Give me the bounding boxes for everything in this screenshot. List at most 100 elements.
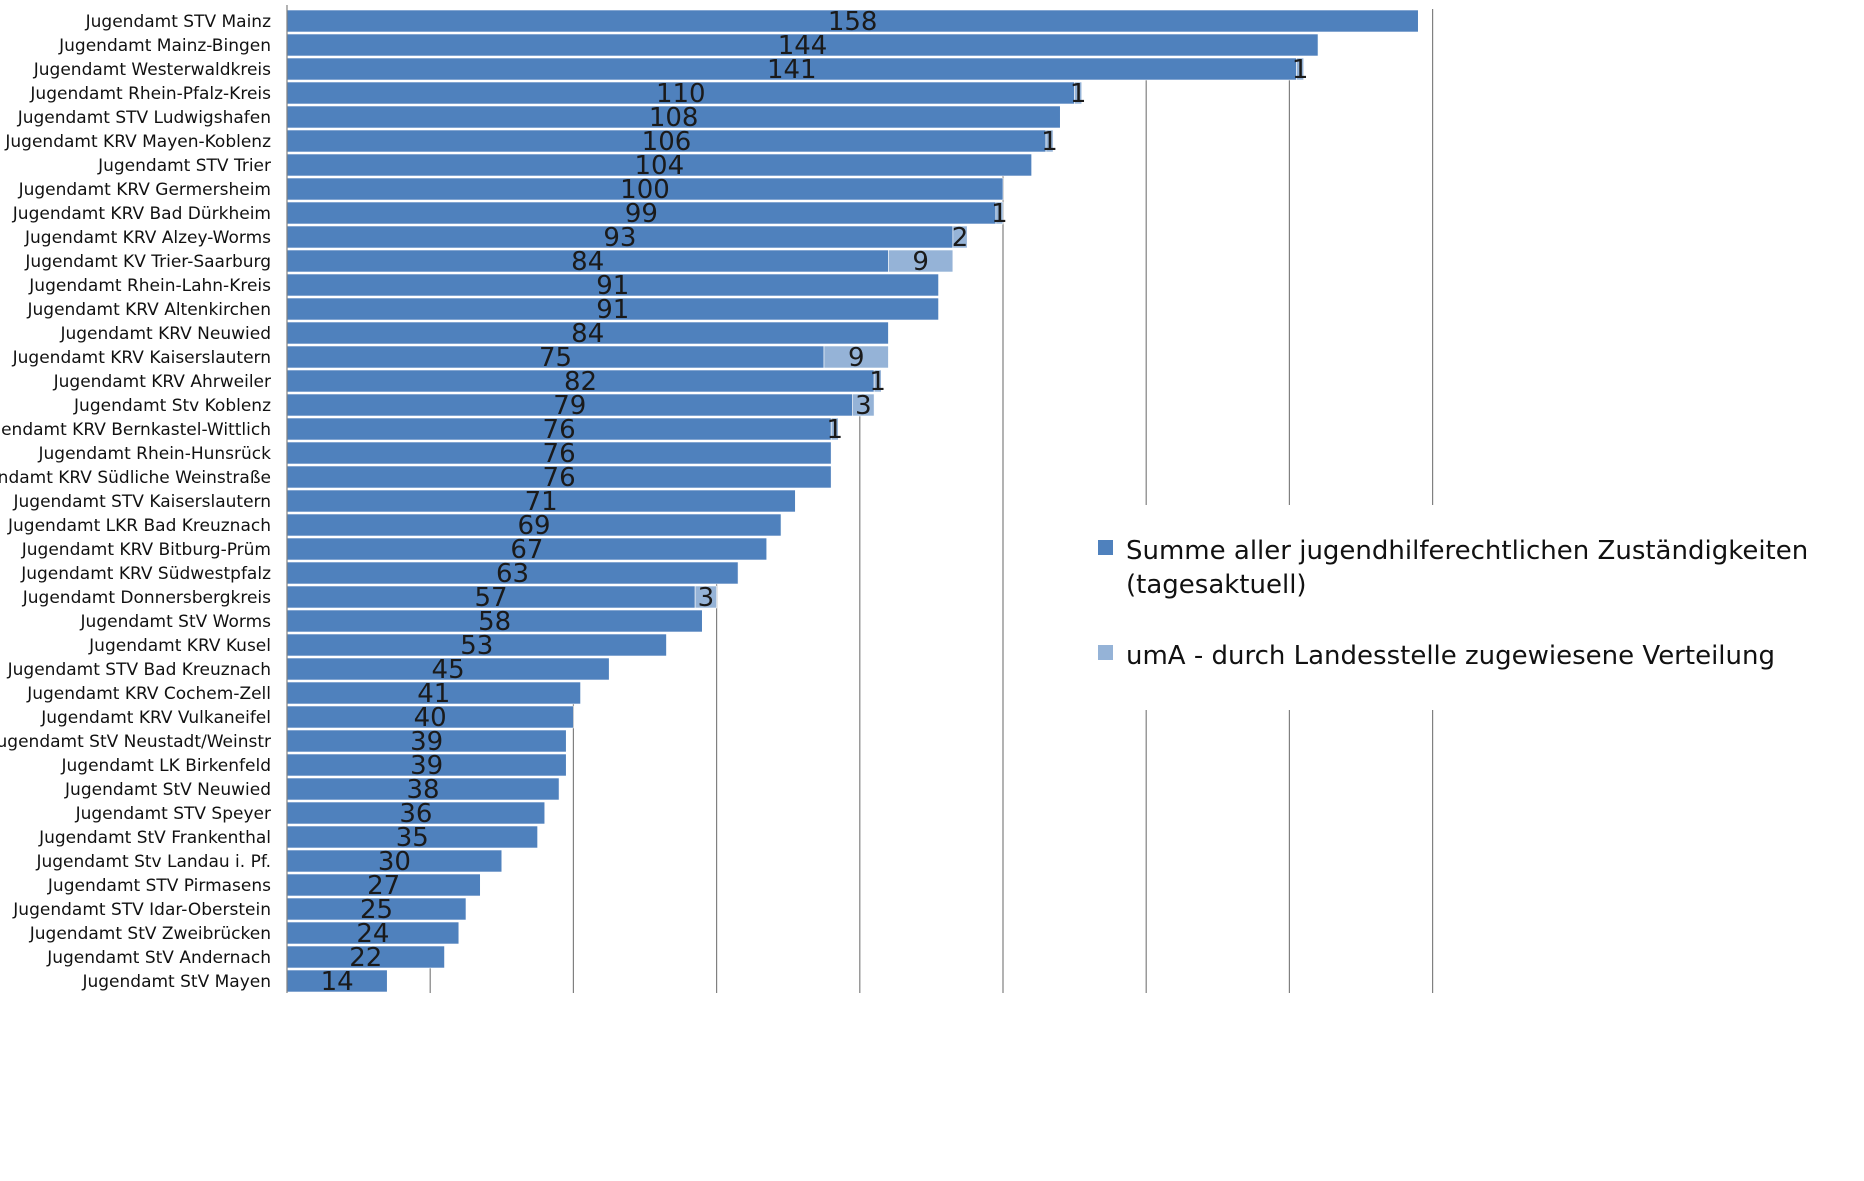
category-label: Jugendamt KRV Altenkirchen xyxy=(26,300,271,320)
data-label-summe: 22 xyxy=(349,943,382,973)
data-label-summe: 38 xyxy=(406,775,439,805)
data-label-summe: 106 xyxy=(642,127,692,157)
data-label-summe: 67 xyxy=(510,535,543,565)
data-label-summe: 57 xyxy=(475,583,508,613)
category-label: Jugendamt Donnersbergkreis xyxy=(22,588,271,608)
data-label-summe: 144 xyxy=(778,31,828,61)
category-label: Jugendamt StV Mayen xyxy=(81,972,271,992)
data-label-summe: 91 xyxy=(596,295,629,325)
category-label: Jugendamt KRV Bad Dürkheim xyxy=(12,204,271,224)
bar-uma xyxy=(1074,81,1083,105)
data-label-summe: 91 xyxy=(596,271,629,301)
category-label: Jugendamt STV Idar-Oberstein xyxy=(12,900,271,920)
data-label-summe: 75 xyxy=(539,343,572,373)
legend: Summe aller jugendhilferechtlichen Zustä… xyxy=(1085,505,1845,710)
category-label: Jugendamt STV Mainz xyxy=(85,12,271,32)
category-label: Jugendamt KRV Kaiserslautern xyxy=(12,348,271,368)
bar-uma xyxy=(952,225,968,249)
data-label-summe: 14 xyxy=(321,967,354,997)
category-label: Jugendamt LKR Bad Kreuznach xyxy=(7,516,271,536)
category-label: Jugendamt StV Neustadt/Weinstr xyxy=(0,732,271,752)
data-label-summe: 110 xyxy=(656,79,706,109)
data-label-summe: 84 xyxy=(571,247,604,277)
bar-uma xyxy=(888,249,954,273)
category-label: Jugendamt StV Andernach xyxy=(46,948,271,968)
data-label-summe: 27 xyxy=(367,871,400,901)
category-label: Jugendamt StV Neuwied xyxy=(64,780,271,800)
bar-uma xyxy=(852,393,875,417)
data-label-summe: 35 xyxy=(396,823,429,853)
category-label: Jugendamt STV Ludwigshafen xyxy=(17,108,271,128)
data-label-summe: 100 xyxy=(620,175,670,205)
data-label-summe: 30 xyxy=(378,847,411,877)
category-label: Jugendamt KRV Neuwied xyxy=(59,324,271,344)
category-label: Jugendamt KRV Südwestpfalz xyxy=(20,564,271,584)
bar-uma xyxy=(694,585,717,609)
category-label: Jugendamt Stv Koblenz xyxy=(73,396,271,416)
data-label-uma: 1 xyxy=(826,415,843,445)
category-label: Jugendamt KRV Bitburg-Prüm xyxy=(21,540,271,560)
bar-uma xyxy=(830,417,839,441)
category-label: Jugendamt Stv Landau i. Pf. xyxy=(35,852,271,872)
category-label: Jugendamt STV Pirmasens xyxy=(47,876,271,896)
category-label: Jugendamt Westerwaldkreis xyxy=(33,60,271,80)
data-label-summe: 40 xyxy=(414,703,447,733)
data-label-summe: 41 xyxy=(417,679,450,709)
category-label: Jugendamt KRV Cochem-Zell xyxy=(26,684,271,704)
data-label-summe: 141 xyxy=(767,55,817,85)
data-label-summe: 82 xyxy=(564,367,597,397)
data-label-summe: 36 xyxy=(399,799,432,829)
data-label-summe: 53 xyxy=(460,631,493,661)
data-label-summe: 158 xyxy=(828,7,878,37)
data-label-summe: 58 xyxy=(478,607,511,637)
data-label-uma: 1 xyxy=(869,367,886,397)
category-label: Jugendamt KRV Ahrweiler xyxy=(53,372,271,392)
data-label-summe: 79 xyxy=(553,391,586,421)
bar-uma xyxy=(873,369,882,393)
category-label: Jugendamt KRV Südliche Weinstraße xyxy=(0,468,271,488)
bar-uma xyxy=(1296,57,1305,81)
data-label-summe: 39 xyxy=(410,751,443,781)
legend-label: umA - durch Landesstelle zugewiesene Ver… xyxy=(1126,641,1775,671)
data-label-uma: 1 xyxy=(991,199,1008,229)
legend-item-uma: umA - durch Landesstelle zugewiesene Ver… xyxy=(1098,641,1775,671)
category-label: Jugendamt KRV Bernkastel-Wittlich xyxy=(0,420,271,440)
legend-background xyxy=(1085,505,1845,710)
category-label: Jugendamt STV Kaiserslautern xyxy=(12,492,271,512)
category-label: Jugendamt KV Trier-Saarburg xyxy=(24,252,271,272)
data-label-uma: 9 xyxy=(848,343,865,373)
bar-uma xyxy=(995,201,1004,225)
category-label: Jugendamt Mainz-Bingen xyxy=(58,36,271,56)
data-label-summe: 71 xyxy=(525,487,558,517)
category-label: Jugendamt STV Bad Kreuznach xyxy=(7,660,271,680)
data-label-summe: 39 xyxy=(410,727,443,757)
category-label: Jugendamt StV Zweibrücken xyxy=(29,924,271,944)
legend-label: (tagesaktuell) xyxy=(1126,570,1307,600)
legend-item-summe: Summe aller jugendhilferechtlichen Zustä… xyxy=(1098,536,1808,600)
category-label: Jugendamt Rhein-Pfalz-Kreis xyxy=(29,84,271,104)
category-label: Jugendamt KRV Germersheim xyxy=(18,180,271,200)
data-label-summe: 76 xyxy=(543,463,576,493)
category-label: Jugendamt StV Worms xyxy=(80,612,272,632)
bar-uma xyxy=(823,345,889,369)
data-label-summe: 108 xyxy=(649,103,699,133)
data-label-summe: 25 xyxy=(360,895,393,925)
data-label-summe: 76 xyxy=(543,439,576,469)
category-label: Jugendamt StV Frankenthal xyxy=(38,828,271,848)
legend-swatch xyxy=(1098,645,1113,660)
data-label-uma: 3 xyxy=(698,583,715,613)
bars xyxy=(286,9,1419,993)
data-label-summe: 63 xyxy=(496,559,529,589)
category-label: Jugendamt STV Trier xyxy=(97,156,271,176)
category-labels: Jugendamt STV Mainz Jugendamt Mainz-Binge… xyxy=(0,12,271,992)
legend-label: Summe aller jugendhilferechtlichen Zustä… xyxy=(1126,536,1808,566)
category-label: Jugendamt KRV Alzey-Worms xyxy=(24,228,271,248)
data-label-uma: 1 xyxy=(1292,55,1309,85)
category-label: Jugendamt KRV Mayen-Koblenz xyxy=(4,132,271,152)
category-label: Jugendamt Rhein-Lahn-Kreis xyxy=(28,276,271,296)
bar-uma xyxy=(1045,129,1054,153)
data-label-summe: 84 xyxy=(571,319,604,349)
legend-swatch xyxy=(1098,540,1113,555)
